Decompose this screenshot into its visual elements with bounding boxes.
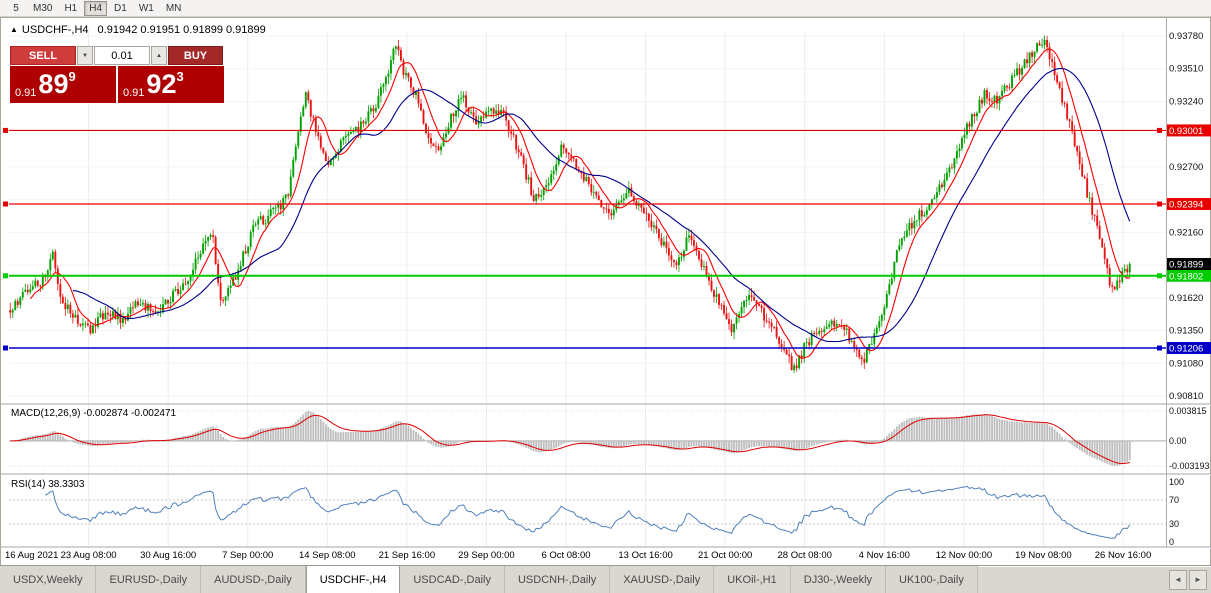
svg-text:100: 100 <box>1169 477 1184 487</box>
panel-separators <box>1 18 1211 549</box>
timeframe-w1-button[interactable]: W1 <box>134 1 159 16</box>
chart-tab-usdcnh-daily[interactable]: USDCNH-,Daily <box>504 566 611 593</box>
svg-text:0: 0 <box>1169 537 1174 547</box>
svg-text:19 Nov 08:00: 19 Nov 08:00 <box>1015 550 1072 561</box>
collapse-trade-panel-icon[interactable]: ▲ <box>10 25 18 34</box>
svg-text:0.91802: 0.91802 <box>1169 271 1203 282</box>
sell-price-big: 89 <box>38 69 69 99</box>
svg-text:12 Nov 00:00: 12 Nov 00:00 <box>936 550 993 561</box>
svg-text:0.00: 0.00 <box>1169 436 1187 446</box>
horizontal-price-lines <box>3 127 1167 351</box>
candlestick-series <box>9 35 1131 374</box>
ma-slow-line <box>72 68 1131 343</box>
sell-price-sup: 9 <box>68 69 76 84</box>
timeframe-h1-button[interactable]: H1 <box>59 1 82 16</box>
one-click-trade-panel: SELL ▼ ▲ BUY 0.91 89 9 0.91 92 3 <box>10 46 225 103</box>
svg-text:7 Sep 00:00: 7 Sep 00:00 <box>222 550 273 561</box>
timeframe-toolbar: 5 M30 H1 H4 D1 W1 MN <box>0 0 1211 17</box>
svg-text:0.91080: 0.91080 <box>1169 358 1203 369</box>
timeframe-5-button[interactable]: 5 <box>6 1 26 16</box>
timeframe-mn-button[interactable]: MN <box>161 1 187 16</box>
chart-tab-xauusd-daily[interactable]: XAUUSD-,Daily <box>610 566 715 593</box>
buy-price-big: 92 <box>146 69 177 99</box>
svg-text:0.91899: 0.91899 <box>1169 260 1203 271</box>
volume-decrease-button[interactable]: ▼ <box>77 46 93 65</box>
sell-price-prefix: 0.91 <box>15 87 37 99</box>
price-axis: 0.93780 0.93510 0.93240 0.92700 0.92160 0.916… <box>1167 31 1211 402</box>
timeframe-d1-button[interactable]: D1 <box>109 1 132 16</box>
chart-tab-eurusd-daily[interactable]: EURUSD-,Daily <box>96 566 202 593</box>
svg-text:4 Nov 16:00: 4 Nov 16:00 <box>859 550 910 561</box>
sell-price-display[interactable]: 0.91 89 9 <box>10 66 116 103</box>
chart-tab-bar: USDX,Weekly EURUSD-,Daily AUDUSD-,Daily USD… <box>0 565 1211 593</box>
chart-window: 0.93780 0.93510 0.93240 0.92700 0.92160 0.916… <box>0 17 1211 565</box>
buy-price-prefix: 0.91 <box>123 87 145 99</box>
chart-tab-ukoil-h1[interactable]: UKOil-,H1 <box>714 566 791 593</box>
chart-ohlc-title: ▲ USDCHF-,H4 0.91942 0.91951 0.91899 0.918… <box>10 24 266 36</box>
svg-text:21 Sep 16:00: 21 Sep 16:00 <box>379 550 436 561</box>
buy-price-display[interactable]: 0.91 92 3 <box>118 66 224 103</box>
svg-text:6 Oct 08:00: 6 Oct 08:00 <box>541 550 590 561</box>
sell-button[interactable]: SELL <box>10 46 76 65</box>
svg-text:0.93780: 0.93780 <box>1169 31 1203 42</box>
svg-text:0.92160: 0.92160 <box>1169 227 1203 238</box>
svg-text:-0.003193: -0.003193 <box>1169 461 1210 471</box>
chart-tab-audusd-daily[interactable]: AUDUSD-,Daily <box>201 566 306 593</box>
svg-text:30 Aug 16:00: 30 Aug 16:00 <box>140 550 196 561</box>
svg-text:0.92394: 0.92394 <box>1169 200 1203 211</box>
svg-text:0.93240: 0.93240 <box>1169 96 1203 107</box>
chart-tab-dj30-weekly[interactable]: DJ30-,Weekly <box>790 566 887 593</box>
svg-text:0.91206: 0.91206 <box>1169 344 1203 355</box>
timeframe-m30-button[interactable]: M30 <box>28 1 57 16</box>
rsi-indicator-label: RSI(14) 38.3303 <box>11 479 85 490</box>
timeframe-h4-button[interactable]: H4 <box>84 0 108 16</box>
chart-ohlc-values: 0.91942 0.91951 0.91899 0.91899 <box>97 24 266 36</box>
chart-tab-usdx-weekly[interactable]: USDX,Weekly <box>0 566 97 593</box>
tabs-scroll-left-button[interactable]: ◄ <box>1169 569 1187 590</box>
trade-prices-row: 0.91 89 9 0.91 92 3 <box>10 66 225 103</box>
svg-text:26 Nov 16:00: 26 Nov 16:00 <box>1095 550 1152 561</box>
svg-text:13 Oct 16:00: 13 Oct 16:00 <box>618 550 672 561</box>
svg-text:30: 30 <box>1169 519 1179 529</box>
svg-text:14 Sep 08:00: 14 Sep 08:00 <box>299 550 356 561</box>
ma-fast-line <box>29 48 1130 359</box>
buy-button[interactable]: BUY <box>168 46 223 65</box>
volume-increase-button[interactable]: ▲ <box>151 46 167 65</box>
volume-input[interactable] <box>94 46 150 65</box>
chart-tab-uk100-daily[interactable]: UK100-,Daily <box>886 566 978 593</box>
chart-symbol-label: USDCHF-,H4 <box>21 24 89 36</box>
svg-text:0.90810: 0.90810 <box>1169 391 1203 402</box>
rsi-panel: 100 70 30 0 <box>9 477 1184 547</box>
tabs-scroll-right-button[interactable]: ► <box>1189 569 1207 590</box>
svg-text:70: 70 <box>1169 495 1179 505</box>
svg-text:23 Aug 08:00: 23 Aug 08:00 <box>61 550 117 561</box>
svg-text:0.003815: 0.003815 <box>1169 406 1207 416</box>
svg-text:0.93001: 0.93001 <box>1169 126 1203 137</box>
macd-panel: 0.003815 0.00 -0.003193 <box>9 406 1210 471</box>
time-axis: 16 Aug 2021 23 Aug 08:00 30 Aug 16:00 7 Sep… <box>5 550 1151 561</box>
chart-tab-usdcad-daily[interactable]: USDCAD-,Daily <box>400 566 505 593</box>
svg-text:16 Aug 2021: 16 Aug 2021 <box>5 550 58 561</box>
trade-controls-row: SELL ▼ ▲ BUY <box>10 46 225 65</box>
macd-indicator-label: MACD(12,26,9) -0.002874 -0.002471 <box>11 408 177 419</box>
chart-tab-usdchf-h4[interactable]: USDCHF-,H4 <box>305 566 401 593</box>
svg-text:28 Oct 08:00: 28 Oct 08:00 <box>778 550 832 561</box>
svg-text:0.93510: 0.93510 <box>1169 64 1203 75</box>
svg-text:29 Sep 00:00: 29 Sep 00:00 <box>458 550 515 561</box>
tab-scroll-controls: ◄ ► <box>1169 566 1211 593</box>
svg-text:21 Oct 00:00: 21 Oct 00:00 <box>698 550 752 561</box>
svg-text:0.91620: 0.91620 <box>1169 293 1203 304</box>
buy-price-sup: 3 <box>176 69 184 84</box>
price-chart-canvas[interactable]: 0.937800.935100.932400.927000.921600.916… <box>1 18 1211 566</box>
svg-text:0.91350: 0.91350 <box>1169 326 1203 337</box>
chart-tabs: USDX,Weekly EURUSD-,Daily AUDUSD-,Daily USD… <box>0 566 978 593</box>
svg-text:0.92700: 0.92700 <box>1169 162 1203 173</box>
